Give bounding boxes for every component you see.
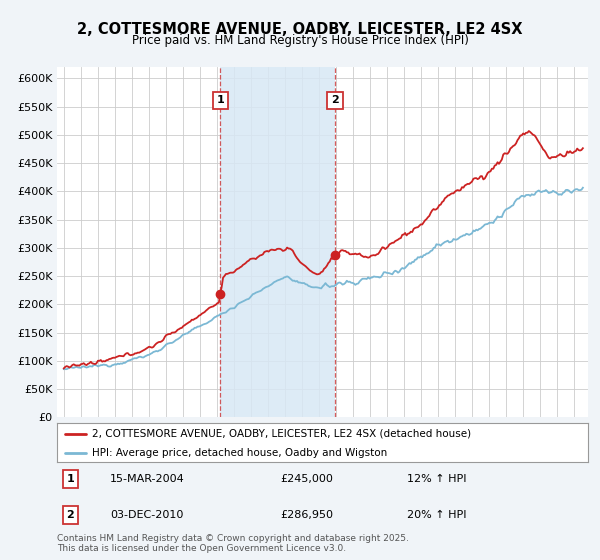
Text: 12% ↑ HPI: 12% ↑ HPI xyxy=(407,474,467,484)
Text: 20% ↑ HPI: 20% ↑ HPI xyxy=(407,510,467,520)
Text: 15-MAR-2004: 15-MAR-2004 xyxy=(110,474,185,484)
Text: 2: 2 xyxy=(67,510,74,520)
Text: 2, COTTESMORE AVENUE, OADBY, LEICESTER, LE2 4SX: 2, COTTESMORE AVENUE, OADBY, LEICESTER, … xyxy=(77,22,523,38)
Bar xyxy=(220,67,335,417)
Text: 2: 2 xyxy=(331,95,338,105)
Text: Contains HM Land Registry data © Crown copyright and database right 2025.
This d: Contains HM Land Registry data © Crown c… xyxy=(57,534,409,553)
Text: Price paid vs. HM Land Registry's House Price Index (HPI): Price paid vs. HM Land Registry's House … xyxy=(131,34,469,46)
Text: £286,950: £286,950 xyxy=(280,510,333,520)
Text: 2, COTTESMORE AVENUE, OADBY, LEICESTER, LE2 4SX (detached house): 2, COTTESMORE AVENUE, OADBY, LEICESTER, … xyxy=(92,429,470,439)
Text: 1: 1 xyxy=(67,474,74,484)
Text: 1: 1 xyxy=(217,95,224,105)
Text: 03-DEC-2010: 03-DEC-2010 xyxy=(110,510,184,520)
Text: HPI: Average price, detached house, Oadby and Wigston: HPI: Average price, detached house, Oadb… xyxy=(92,449,387,459)
Text: £245,000: £245,000 xyxy=(280,474,333,484)
